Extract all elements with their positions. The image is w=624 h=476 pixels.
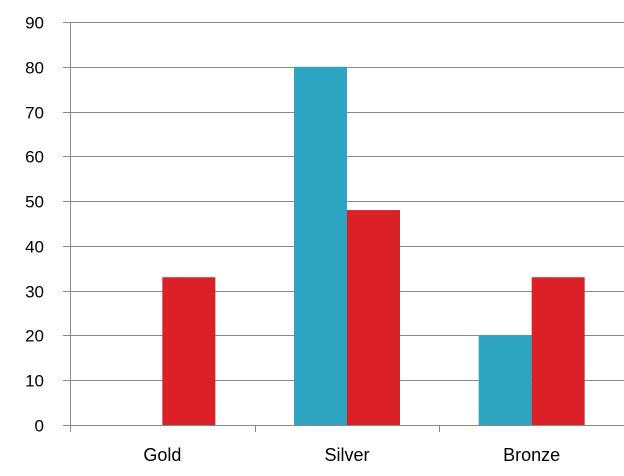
- bar-silver-series-2: [347, 210, 400, 425]
- y-tick-label: 50: [25, 193, 44, 212]
- x-category-label: Silver: [324, 445, 369, 465]
- axis-labels: 0 10 20 30 40 50 60 70 80 90 Gold Silver Bronze: [25, 14, 560, 466]
- y-tick-label: 10: [25, 372, 44, 391]
- bar-bronze-series-2: [531, 277, 585, 425]
- bar-gold-series-2: [162, 277, 216, 425]
- y-tick-label: 40: [25, 238, 44, 257]
- y-tick-label: 80: [25, 59, 44, 78]
- y-tick-label: 90: [25, 14, 44, 33]
- x-category-label: Bronze: [503, 445, 560, 465]
- y-tick-label: 70: [25, 104, 44, 123]
- y-tick-label: 0: [35, 417, 44, 436]
- bar-silver-series-1: [294, 66, 347, 426]
- x-category-label: Gold: [143, 445, 181, 465]
- axes: [63, 22, 624, 432]
- bar-bronze-series-1: [478, 335, 532, 425]
- y-tick-label: 20: [25, 327, 44, 346]
- bars: [162, 66, 585, 426]
- y-tick-label: 60: [25, 148, 44, 167]
- y-tick-label: 30: [25, 283, 44, 302]
